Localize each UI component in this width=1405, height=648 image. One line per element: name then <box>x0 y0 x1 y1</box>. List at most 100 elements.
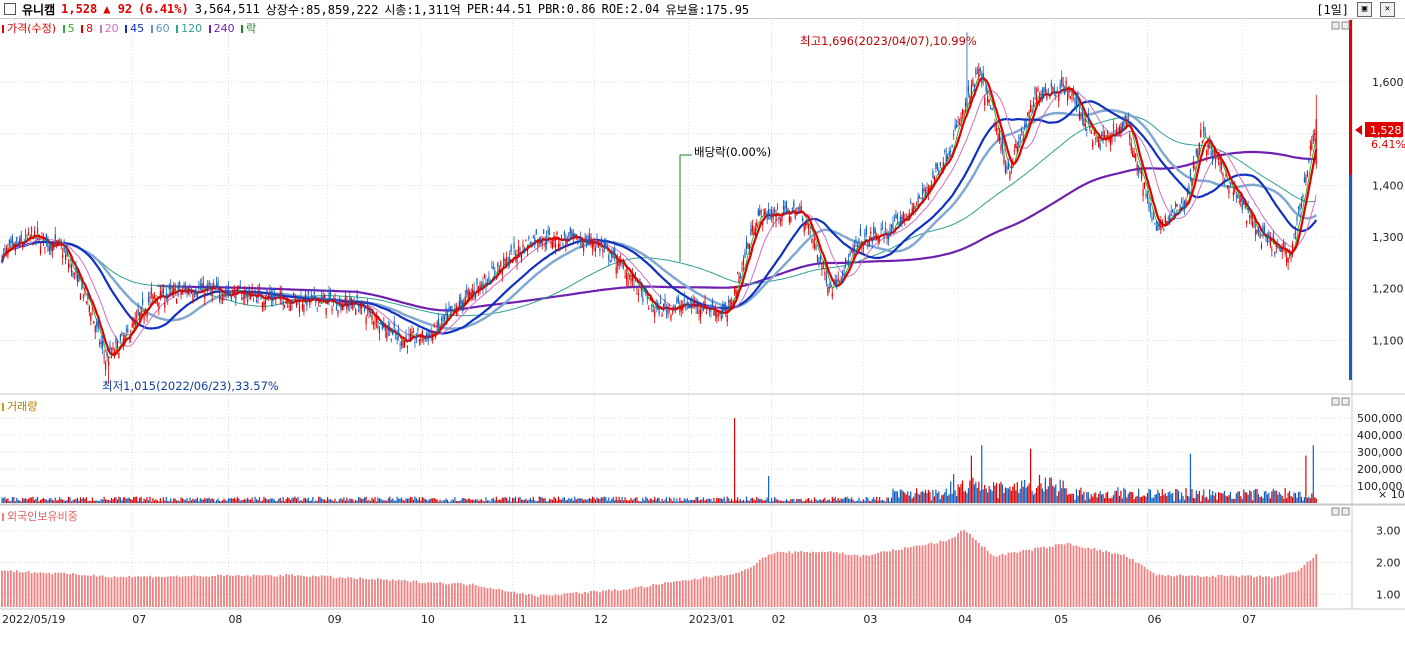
candle-body <box>658 307 660 315</box>
volume-bar <box>1293 492 1295 503</box>
candle-body <box>713 310 715 316</box>
volume-bar <box>560 499 563 503</box>
volume-bar <box>1210 495 1212 503</box>
volume-bar <box>828 499 830 503</box>
candle-body <box>1167 218 1169 220</box>
candle-body <box>50 246 52 251</box>
candle-body <box>747 243 749 249</box>
foreign-bar <box>1087 547 1090 607</box>
candle-body <box>939 162 941 167</box>
volume-bar <box>216 500 218 503</box>
volume-bar <box>427 500 429 503</box>
volume-bar <box>646 498 648 503</box>
panel-maximize-icon <box>1341 507 1350 516</box>
foreign-marker-icon <box>2 513 4 521</box>
foreign-bar <box>116 577 119 607</box>
volume-bar <box>905 494 907 503</box>
candle-body <box>754 227 756 235</box>
foreign-bar <box>522 592 524 607</box>
candle-body <box>517 246 520 252</box>
volume-bar <box>1118 495 1120 503</box>
candle-body <box>1069 97 1072 100</box>
candle-body <box>1312 134 1314 142</box>
candle-body <box>1083 118 1085 126</box>
candle-body <box>8 239 10 245</box>
candle-body <box>1080 117 1082 119</box>
foreign-bar <box>616 590 619 607</box>
volume-bar <box>1228 495 1230 503</box>
volume-bar <box>344 500 346 503</box>
select-checkbox[interactable] <box>4 3 16 15</box>
volume-bar <box>408 498 410 503</box>
volume-bar <box>528 499 530 503</box>
volume-bar <box>519 496 521 503</box>
candle-body <box>760 210 762 213</box>
candle-body <box>483 274 486 277</box>
close-icon[interactable]: ✕ <box>1380 2 1395 17</box>
restore-icon[interactable]: ▣ <box>1357 2 1372 17</box>
candle-body <box>162 288 164 294</box>
candle-body <box>914 210 916 212</box>
volume-bar <box>1092 496 1094 503</box>
volume-bar <box>90 501 92 503</box>
candle-body <box>773 209 776 213</box>
candle-body <box>571 231 573 238</box>
foreign-bar <box>166 576 169 607</box>
volume-bar <box>812 501 814 503</box>
volume-bar <box>945 488 947 503</box>
foreign-bar <box>27 570 30 607</box>
foreign-bar <box>15 570 18 607</box>
volume-bar <box>1133 499 1135 503</box>
foreign-bar <box>394 580 397 607</box>
candle-body <box>168 286 170 290</box>
candle-body <box>1152 216 1155 218</box>
foreign-bar <box>909 547 912 607</box>
foreign-bar <box>1164 575 1167 607</box>
foreign-bar <box>980 546 983 607</box>
foreign-bar <box>1075 545 1078 607</box>
candle-body <box>796 211 798 215</box>
volume-bar <box>198 501 200 503</box>
volume-bar <box>739 498 742 503</box>
foreign-bar <box>1173 576 1176 607</box>
foreign-bar <box>1241 575 1244 607</box>
volume-bar <box>634 497 637 503</box>
foreign-bar <box>1309 560 1312 607</box>
candle-body <box>1092 141 1094 147</box>
volume-bar <box>551 499 554 503</box>
volume-bar <box>365 496 367 503</box>
candle-body <box>1260 244 1263 249</box>
volume-bar <box>859 500 861 503</box>
volume-bar <box>267 499 269 503</box>
volume-bar <box>480 499 483 503</box>
volume-bar <box>697 496 699 503</box>
candle-body <box>586 239 588 245</box>
candle-body <box>236 287 238 294</box>
volume-bar <box>640 501 642 503</box>
candle-body <box>405 335 407 339</box>
period-selector[interactable]: [1일] <box>1316 3 1349 17</box>
volume-bar <box>671 501 674 503</box>
candle-body <box>14 247 16 252</box>
candle-body <box>1158 220 1160 227</box>
ma240-marker-icon <box>208 25 211 33</box>
candle-body <box>692 299 694 305</box>
candle-body <box>479 283 481 292</box>
candle-body <box>849 252 851 256</box>
volume-bar <box>781 500 783 503</box>
volume-bar <box>728 498 730 503</box>
candle-body <box>261 302 264 309</box>
foreign-bar <box>1220 574 1223 607</box>
candle-body <box>1056 90 1058 94</box>
candle-body <box>572 233 574 237</box>
candle-body <box>264 300 267 305</box>
volume-bar <box>594 499 597 503</box>
candle-body <box>744 251 746 258</box>
volume-bar <box>168 501 170 503</box>
volume-bar <box>75 498 77 503</box>
candle-body <box>549 233 551 235</box>
volume-bar <box>242 499 244 503</box>
volume-bar <box>1164 493 1166 503</box>
volume-bar <box>103 496 105 503</box>
candle-body <box>1019 136 1021 140</box>
